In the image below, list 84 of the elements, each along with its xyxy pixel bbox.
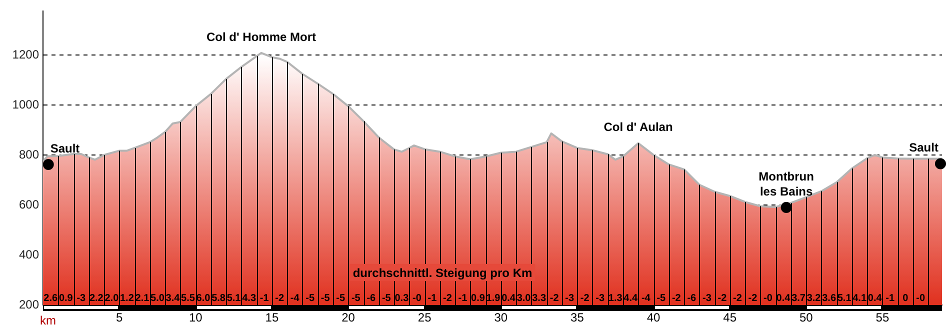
annotation: 2.2 bbox=[89, 293, 104, 304]
annotation: 3.2 bbox=[806, 293, 822, 304]
annotation: 1.2 bbox=[120, 293, 134, 304]
annotation: -5 bbox=[306, 293, 315, 304]
x-axis-title: km bbox=[40, 313, 56, 327]
annotation: 3.6 bbox=[822, 293, 836, 304]
annotation: 2.1 bbox=[135, 293, 150, 304]
annotation: 3.4 bbox=[166, 293, 180, 304]
annotation: -2 bbox=[580, 293, 590, 304]
y-tick-label: 1000 bbox=[12, 97, 40, 112]
annotation: -3 bbox=[565, 293, 574, 304]
y-tick-label: 800 bbox=[18, 147, 40, 162]
annotation: 0.3 bbox=[394, 293, 410, 304]
annotation: 5.1 bbox=[226, 293, 242, 304]
annotation: -0 bbox=[916, 293, 926, 304]
x-tick-label: 30 bbox=[494, 310, 508, 325]
annotation: 4.3 bbox=[242, 293, 256, 304]
annotation: 0.9 bbox=[471, 293, 486, 304]
y-tick-label: 200 bbox=[18, 297, 40, 312]
annotation: -5 bbox=[382, 293, 392, 304]
annotation: -2 bbox=[550, 293, 560, 304]
annotation: 5.1 bbox=[837, 293, 852, 304]
y-tick-label: 600 bbox=[18, 197, 40, 212]
annotation: 2.0 bbox=[104, 293, 120, 304]
annotation: -0 bbox=[764, 293, 773, 304]
annotation: -1 bbox=[260, 293, 270, 304]
annotation: 0.9 bbox=[58, 293, 74, 304]
x-tick-label: 50 bbox=[799, 310, 814, 325]
annotation: -4 bbox=[290, 293, 300, 304]
annotation: Sault bbox=[50, 141, 80, 156]
x-tick-label: 35 bbox=[570, 310, 584, 325]
annotation: 0 bbox=[902, 293, 909, 304]
annotation: 0.4 bbox=[868, 293, 882, 304]
annotation: -1 bbox=[458, 293, 468, 304]
x-tick-label: 15 bbox=[265, 310, 279, 325]
annotation: 3.7 bbox=[792, 293, 806, 304]
annotation: -3 bbox=[702, 293, 712, 304]
annotation: 5.8 bbox=[212, 293, 226, 304]
annotation: -5 bbox=[336, 293, 346, 304]
x-tick-label: 10 bbox=[188, 310, 203, 325]
x-tick-label: 5 bbox=[116, 310, 123, 325]
annotation: Sault bbox=[909, 140, 938, 155]
annotation: 0.4 bbox=[776, 293, 791, 304]
annotation: 4.1 bbox=[852, 293, 867, 304]
annotation: Montbrun les Bains bbox=[758, 169, 814, 198]
y-tick-label: 400 bbox=[18, 247, 40, 262]
annotation: -3 bbox=[76, 293, 86, 304]
annotation: 1.3 bbox=[608, 293, 623, 304]
annotation: -1 bbox=[428, 293, 438, 304]
x-tick-label: 40 bbox=[646, 310, 661, 325]
point bbox=[934, 158, 946, 170]
annotation: 0.4 bbox=[502, 293, 516, 304]
x-tick-label: 25 bbox=[418, 310, 432, 325]
annotation: durchschnittl. Steigung pro Km bbox=[352, 266, 532, 280]
annotation: 5.0 bbox=[150, 293, 165, 304]
annotation: -2 bbox=[443, 293, 452, 304]
annotation: 6.0 bbox=[196, 293, 211, 304]
annotation: -6 bbox=[687, 293, 697, 304]
annotation: Col d' Homme Mort bbox=[206, 30, 316, 44]
annotation: -2 bbox=[733, 293, 742, 304]
annotation: -2 bbox=[748, 293, 758, 304]
annotation: -4 bbox=[641, 293, 651, 304]
annotation: 1.9 bbox=[486, 293, 501, 304]
annotation: 3.0 bbox=[516, 293, 532, 304]
annotation: 2.6 bbox=[44, 293, 58, 304]
annotation: -6 bbox=[366, 293, 376, 304]
annotation: -2 bbox=[672, 293, 682, 304]
annotation: -0 bbox=[412, 293, 422, 304]
x-tick-label: 45 bbox=[723, 310, 737, 325]
annotation: -5 bbox=[320, 293, 330, 304]
point bbox=[780, 202, 792, 213]
annotation: 4.4 bbox=[624, 293, 638, 304]
annotation: -5 bbox=[656, 293, 666, 304]
x-tick-label: 20 bbox=[342, 310, 356, 325]
annotation: -1 bbox=[886, 293, 895, 304]
annotation: -5 bbox=[351, 293, 361, 304]
x-tick-label: 55 bbox=[876, 310, 890, 325]
y-tick-label: 1200 bbox=[12, 47, 40, 62]
annotation: 3.3 bbox=[532, 293, 546, 304]
annotation: -3 bbox=[596, 293, 605, 304]
annotation: Col d' Aulan bbox=[604, 120, 673, 134]
annotation: -2 bbox=[275, 293, 284, 304]
annotation: -2 bbox=[718, 293, 728, 304]
annotation: 5.5 bbox=[181, 293, 196, 304]
